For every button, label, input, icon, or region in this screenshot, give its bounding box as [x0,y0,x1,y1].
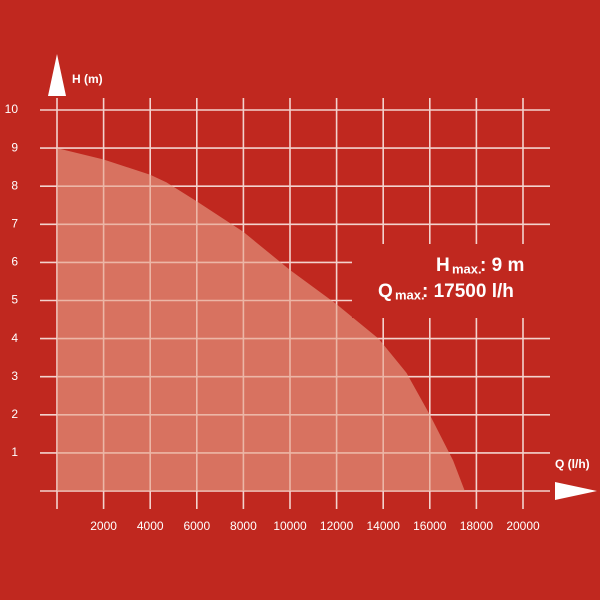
y-tick-label: 9 [11,140,18,154]
area [57,148,465,491]
x-tick-label: 20000 [506,519,540,533]
x-tick-label: 6000 [183,519,210,533]
annotation-box [352,244,552,318]
x-axis-label: Q (l/h) [555,457,590,471]
y-tick-label: 3 [11,369,18,383]
y-axis-label: H (m) [72,72,103,86]
y-tick-label: 5 [11,293,18,307]
x-tick-label: 4000 [137,519,164,533]
x-tick-label: 16000 [413,519,447,533]
y-tick-label: 8 [11,178,18,192]
x-tick-label: 18000 [460,519,494,533]
annotation-symbol: H [436,255,450,276]
annotation-text: : 9 m [480,255,524,276]
y-tick-label: 2 [11,407,18,421]
y-tick-label: 1 [11,445,18,459]
y-axis-arrow [48,54,66,96]
annotation-subscript: max. [395,287,425,302]
x-axis-arrow [555,482,597,500]
x-tick-label: 14000 [367,519,401,533]
x-tick-label: 10000 [273,519,307,533]
y-tick-label: 6 [11,255,18,269]
annotation-subscript: max. [452,261,482,276]
x-tick-label: 12000 [320,519,354,533]
labels: 1 2 3 4 5 6 7 8 9 10 2000 4000 6000 8000 10000 12000 140… [5,102,540,533]
y-tick-label: 7 [11,216,18,230]
y-tick-label: 10 [5,102,19,116]
annotation-text: : 17500 l/h [422,281,514,302]
x-tick-label: 2000 [90,519,117,533]
y-tick-label: 4 [11,331,18,345]
x-tick-label: 8000 [230,519,257,533]
annotation-symbol: Q [378,281,393,302]
plot [57,148,465,491]
